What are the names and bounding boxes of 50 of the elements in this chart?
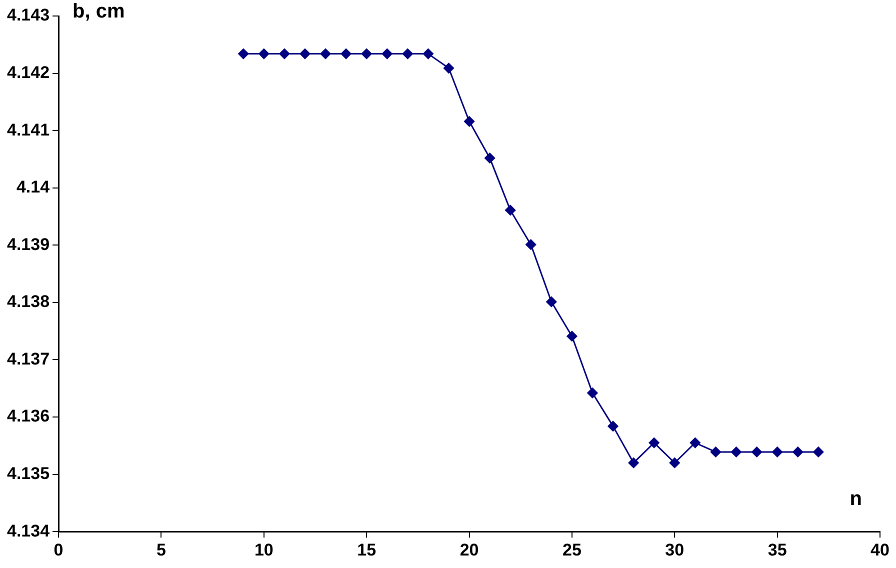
point [752,446,762,458]
point [279,48,290,60]
point [587,388,598,398]
point [792,446,804,458]
point [258,48,270,60]
x-tick-label: 20 [460,540,479,560]
point [648,438,660,448]
x-tick-label: 25 [562,540,582,560]
point [526,239,536,250]
point [464,116,475,127]
y-tick-label: 4.135 [6,464,50,483]
x-tick-label: 40 [870,540,890,560]
point [608,420,618,432]
y-tick-label: 4.137 [6,349,50,368]
point [422,48,434,60]
point [320,48,331,60]
point [238,48,249,60]
point [566,330,578,342]
x-tick-label: 5 [156,540,166,560]
point [710,446,721,458]
x-tick-label: 0 [54,540,64,560]
y-tick-label: 4.138 [6,292,50,312]
y-tick-label: 4.142 [6,62,50,82]
y-tick-label: 4.136 [6,406,50,426]
x-tick-label: 35 [768,540,787,560]
point [546,296,557,308]
point [484,152,496,164]
y-tick-label: 4.134 [6,521,50,540]
x-tick-label: 15 [357,540,376,560]
point [730,446,742,458]
y-axis-title: b, cm [72,0,125,23]
x-tick-label: 30 [665,540,684,560]
y-tick-label: 4.139 [6,234,50,254]
point [361,48,372,60]
point [402,48,413,60]
point [443,62,454,74]
y-tick-label: 4.143 [6,6,50,25]
y-tick-label: 4.14 [16,178,50,197]
point [340,48,352,60]
point [628,458,639,468]
y-tick-label: 4.141 [6,120,50,140]
point [772,446,783,458]
point [813,446,824,458]
point [300,48,310,60]
x-axis-title: n [850,488,862,510]
point [690,438,700,448]
point [505,204,516,216]
point [669,458,680,468]
x-tick-label: 10 [254,540,274,560]
point [382,48,392,60]
